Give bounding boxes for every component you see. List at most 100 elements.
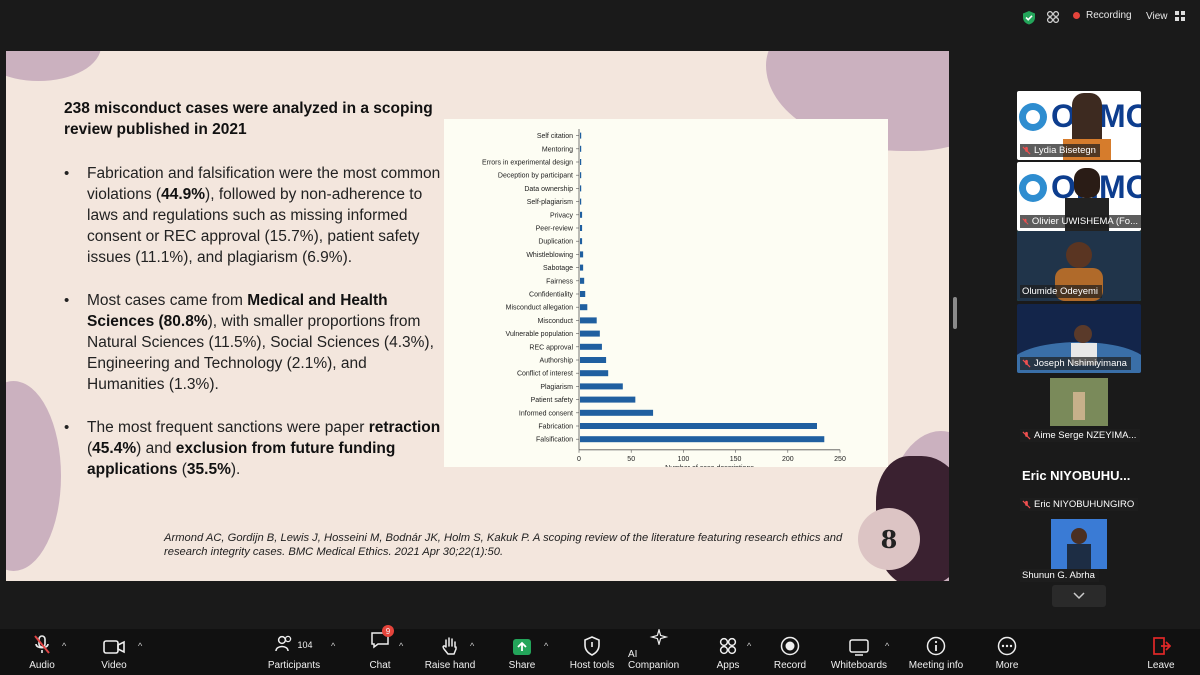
y-tick-label: Deception by participant	[498, 173, 573, 180]
bullet-item: Fabrication and falsification were the m…	[64, 163, 444, 268]
bar	[580, 159, 582, 165]
participant-photo	[1050, 378, 1108, 426]
bar	[580, 436, 825, 443]
bullet-item: Most cases came from Medical and Health …	[64, 290, 444, 395]
raise-hand-icon	[442, 637, 457, 655]
decor-blob	[6, 381, 61, 571]
record-button[interactable]: Record	[772, 629, 808, 675]
raise-hand-options-caret[interactable]: ^	[470, 641, 475, 651]
participant-tile[interactable]: OHMO Olivier UWISHEMA (Fo...	[1017, 162, 1141, 231]
bar	[580, 409, 654, 416]
meeting-info-button[interactable]: Meeting info	[906, 629, 966, 675]
bar	[580, 277, 585, 284]
y-tick-label: Whistleblowing	[526, 252, 573, 259]
y-tick-label: Fairness	[546, 278, 573, 285]
y-tick-label: Informed consent	[519, 410, 573, 417]
participant-name: Eric NIYOBUHUNGIRO	[1020, 498, 1139, 511]
participant-tile[interactable]: Shunun G. Abrha	[1017, 516, 1141, 585]
page-number: 8	[858, 508, 920, 570]
apps-icon	[719, 637, 737, 655]
y-tick-label: Fabrication	[538, 424, 573, 431]
ai-companion-button[interactable]: AI Companion	[628, 629, 690, 675]
audio-button[interactable]: Audio	[22, 629, 62, 675]
y-tick-label: Authorship	[540, 358, 574, 365]
bar	[580, 304, 588, 311]
y-tick-label: REC approval	[529, 344, 573, 351]
y-tick-label: Privacy	[550, 212, 573, 219]
bar	[580, 225, 583, 231]
share-options-caret[interactable]: ^	[544, 641, 549, 651]
mic-muted-icon	[1022, 218, 1029, 225]
chevron-down-icon	[1073, 592, 1085, 600]
participant-name: Joseph Nshimiyimana	[1020, 357, 1131, 370]
leave-button[interactable]: Leave	[1146, 629, 1176, 675]
bar	[580, 317, 597, 324]
chat-button[interactable]: 9 Chat	[362, 625, 398, 675]
participant-tile[interactable]: Joseph Nshimiyimana	[1017, 304, 1141, 373]
audio-options-caret[interactable]: ^	[62, 641, 67, 651]
more-dots-icon	[997, 636, 1017, 656]
record-icon	[780, 636, 800, 656]
share-screen-icon	[513, 639, 531, 655]
more-button[interactable]: More	[992, 629, 1022, 675]
mic-muted-icon	[1022, 359, 1031, 368]
participant-tile[interactable]: OHMO Lydia Bisetegn	[1017, 91, 1141, 160]
share-button[interactable]: Share	[506, 629, 538, 675]
bar	[580, 172, 582, 179]
participant-tile[interactable]: Eric NIYOBUHUNGIRO	[1017, 492, 1141, 514]
video-options-caret[interactable]: ^	[138, 641, 143, 651]
y-tick-label: Falsification	[536, 437, 573, 444]
participants-options-caret[interactable]: ^	[331, 641, 336, 651]
bar	[580, 211, 583, 218]
apps-options-caret[interactable]: ^	[747, 641, 752, 651]
leave-door-icon	[1153, 637, 1171, 655]
y-tick-label: Misconduct	[538, 318, 573, 325]
bar	[580, 145, 582, 152]
participant-name: Olumide Odeyemi	[1020, 285, 1103, 298]
citation: Armond AC, Gordijn B, Lewis J, Hosseini …	[164, 532, 843, 558]
host-tools-button[interactable]: Host tools	[568, 629, 616, 675]
x-tick-label: 200	[782, 456, 794, 463]
bar-chart: Self citation Mentoring Errors in experime…	[444, 119, 888, 472]
y-tick-label: Self citation	[537, 133, 573, 140]
y-tick-label: Data ownership	[524, 186, 573, 193]
shield-icon	[584, 636, 600, 656]
meeting-toolbar: Audio ^ Video ^ 104 Participants ^ 9 Cha…	[0, 625, 1200, 675]
x-axis-label: Number of case descriptions	[665, 465, 754, 467]
bar	[580, 423, 817, 429]
participant-tile-active-speaker[interactable]: Olumide Odeyemi	[1017, 231, 1141, 301]
participant-name: Lydia Bisetegn	[1020, 144, 1100, 157]
raise-hand-button[interactable]: Raise hand	[424, 629, 476, 675]
bar-chart-svg: Self citation Mentoring Errors in experime…	[482, 129, 846, 472]
apps-icon[interactable]	[1046, 10, 1060, 24]
chat-options-caret[interactable]: ^	[399, 641, 404, 651]
apps-button[interactable]: Apps	[714, 629, 742, 675]
y-tick-label: Peer-review	[536, 226, 574, 233]
whiteboards-options-caret[interactable]: ^	[885, 641, 890, 651]
whiteboards-button[interactable]: Whiteboards	[830, 629, 888, 675]
shared-slide: 238 misconduct cases were analyzed in a …	[6, 51, 949, 581]
security-shield-icon[interactable]	[1022, 10, 1036, 25]
bar	[580, 264, 584, 271]
info-icon	[926, 636, 946, 656]
ai-sparkle-icon	[649, 629, 669, 645]
bullet-list: Fabrication and falsification were the m…	[64, 163, 444, 502]
participants-button[interactable]: 104 Participants	[264, 629, 324, 675]
video-button[interactable]: Video	[96, 629, 132, 675]
view-button[interactable]: View	[1146, 10, 1186, 22]
bar	[580, 251, 584, 258]
participant-photo	[1051, 519, 1107, 569]
scroll-down-button[interactable]	[1052, 585, 1106, 607]
recording-indicator[interactable]: Recording	[1073, 10, 1132, 21]
bar	[580, 291, 586, 297]
video-camera-icon	[103, 640, 125, 654]
y-tick-label: Misconduct allegation	[506, 305, 573, 312]
x-tick-label: 100	[678, 456, 690, 463]
y-tick-label: Patient safety	[531, 397, 574, 404]
mic-muted-icon	[1022, 431, 1031, 440]
bar	[580, 396, 636, 403]
participant-name: Shunun G. Abrha	[1020, 569, 1099, 582]
participant-tile[interactable]: Aime Serge NZEYIMA...	[1017, 376, 1141, 445]
participant-name: Aime Serge NZEYIMA...	[1020, 429, 1141, 442]
panel-resize-handle[interactable]	[953, 297, 957, 329]
